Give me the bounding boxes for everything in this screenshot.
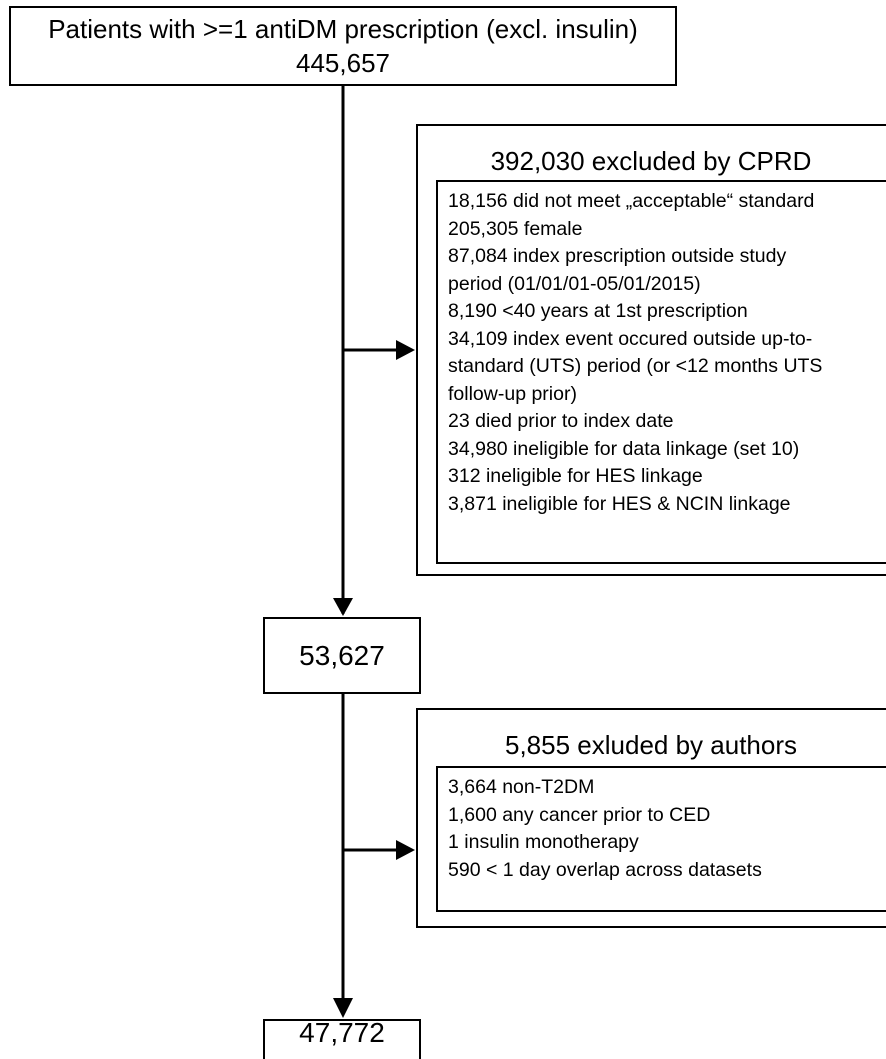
exclusion-item: 3,664 non-T2DM [448,776,595,798]
count-box-final: 47,772 [263,1017,421,1059]
start-box: Patients with >=1 antiDM prescription (e… [9,6,677,86]
down-arrowhead-1 [333,598,353,616]
exclusion-title-cprd: 392,030 excluded by CPRD [490,146,812,176]
exclusion-item: 590 < 1 day overlap across datasets [448,858,762,881]
exclusion-item: follow-up prior) [448,382,577,405]
exclusion-box-cprd: 392,030 excluded by CPRD 18,156 did not … [416,124,886,576]
down-arrowhead-2 [333,998,353,1018]
exclusion-item: 34,980 ineligible for data linkage (set … [448,437,800,460]
exclusion-item: 18,156 did not meet „acceptable“ standar… [448,190,815,212]
exclusion-list-cprd: 18,156 did not meet „acceptable“ standar… [436,180,886,564]
exclusion-item: 205,305 female [448,217,583,240]
right-arrowhead-cprd [396,340,415,360]
exclusion-title-authors: 5,855 exluded by authors [505,730,797,760]
start-label: Patients with >=1 antiDM prescription (e… [48,14,638,44]
exclusion-list-authors: 3,664 non-T2DM 1,600 any cancer prior to… [436,766,886,912]
count-box-after-cprd: 53,627 [263,617,421,694]
exclusion-item: 3,871 ineligible for HES & NCIN linkage [448,492,791,515]
exclusion-item: 87,084 index prescription outside study [448,245,787,267]
exclusion-item: 8,190 <40 years at 1st prescription [448,300,748,322]
right-arrowhead-authors [396,840,415,860]
exclusion-item: 23 died prior to index date [448,410,674,432]
after-cprd-count: 53,627 [299,639,385,671]
exclusion-item: standard (UTS) period (or <12 months UTS [448,355,823,377]
exclusion-item: period (01/01/01-05/01/2015) [448,272,701,295]
exclusion-item: 1 insulin monotherapy [448,831,639,853]
start-count: 445,657 [296,48,390,78]
exclusion-item: 34,109 index event occured outside up-to… [448,327,813,350]
exclusion-item: 1,600 any cancer prior to CED [448,803,711,826]
exclusion-box-authors: 5,855 exluded by authors 3,664 non-T2DM … [416,708,886,928]
exclusion-item: 312 ineligible for HES linkage [448,465,703,487]
final-count: 47,772 [299,1017,385,1048]
